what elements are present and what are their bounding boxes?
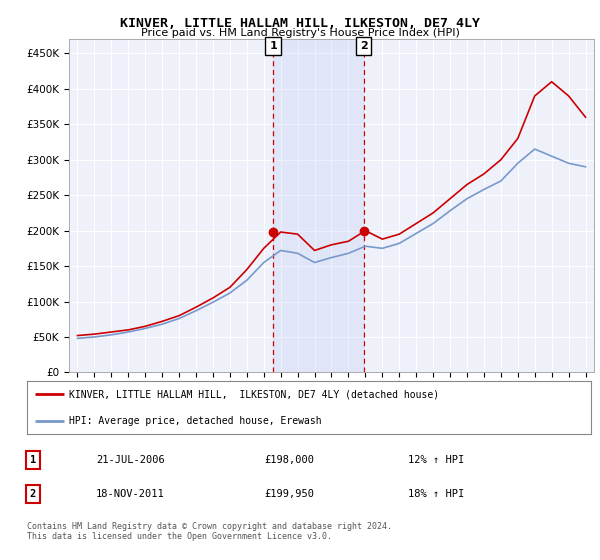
Text: 2: 2 [359, 41, 367, 52]
Text: 18-NOV-2011: 18-NOV-2011 [96, 489, 165, 499]
Text: HPI: Average price, detached house, Erewash: HPI: Average price, detached house, Erew… [70, 416, 322, 426]
Text: Price paid vs. HM Land Registry's House Price Index (HPI): Price paid vs. HM Land Registry's House … [140, 28, 460, 38]
Text: 21-JUL-2006: 21-JUL-2006 [96, 455, 165, 465]
Text: KINVER, LITTLE HALLAM HILL, ILKESTON, DE7 4LY: KINVER, LITTLE HALLAM HILL, ILKESTON, DE… [120, 17, 480, 30]
Text: 1: 1 [269, 41, 277, 52]
Text: £198,000: £198,000 [264, 455, 314, 465]
Bar [273, 39, 364, 372]
Text: 2: 2 [30, 489, 36, 499]
Text: £199,950: £199,950 [264, 489, 314, 499]
Text: 1: 1 [30, 455, 36, 465]
Text: 12% ↑ HPI: 12% ↑ HPI [408, 455, 464, 465]
Text: Contains HM Land Registry data © Crown copyright and database right 2024.
This d: Contains HM Land Registry data © Crown c… [27, 522, 392, 542]
Text: 18% ↑ HPI: 18% ↑ HPI [408, 489, 464, 499]
Text: KINVER, LITTLE HALLAM HILL,  ILKESTON, DE7 4LY (detached house): KINVER, LITTLE HALLAM HILL, ILKESTON, DE… [70, 389, 439, 399]
